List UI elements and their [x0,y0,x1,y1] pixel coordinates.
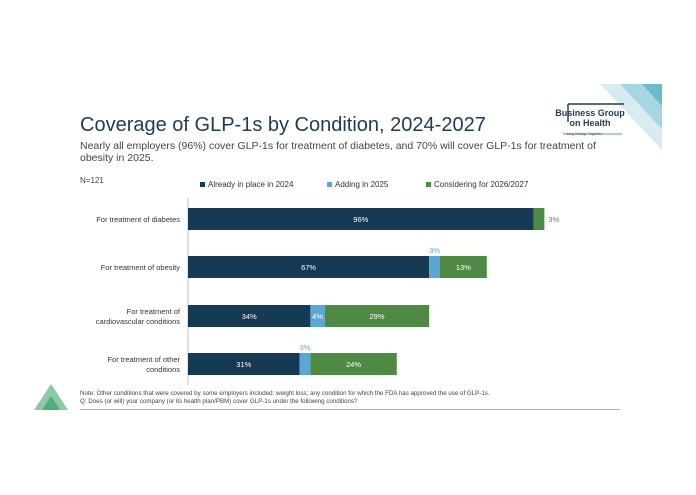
footer-rule [80,409,620,410]
logo-tagline: Driving Change Together [563,132,602,136]
page-title: Coverage of GLP-1s by Condition, 2024-20… [80,114,486,136]
bar-adding [310,305,325,327]
logo [540,84,662,150]
bar-already [188,256,430,278]
data-label-already: 34% [242,312,257,321]
data-label-considering: 3% [548,215,559,224]
bar-adding [299,353,311,375]
sample-size: N=121 [80,176,104,185]
logo-frame [566,103,624,135]
legend-label-already: Already in place in 2024 [208,180,294,189]
data-label-adding: 3% [300,343,311,352]
data-label-adding: 3% [429,246,440,255]
legend-item-already: Already in place in 2024 [200,180,293,189]
category-label: For treatment of obesity [101,263,180,272]
bar-adding [429,256,440,278]
category-label: For treatment of cardiovascular condition… [96,307,181,326]
legend-swatch-considering [426,182,431,188]
data-label-already: 96% [353,215,368,224]
bar-considering [533,208,545,230]
bar-considering [324,305,430,327]
logo-text: Business Group on Health [555,108,625,128]
bar-already [188,208,534,230]
legend-swatch-adding [327,182,332,188]
bar-already [188,353,300,375]
legend-item-considering: Considering for 2026/2027 [426,180,528,189]
bar-already [188,305,311,327]
data-label-already: 67% [301,263,316,272]
logo-line-2: on Health [569,118,611,128]
bar-considering [440,256,487,278]
page-subtitle: Nearly all employers (96%) cover GLP-1s … [80,140,596,164]
logo-line-1: Business Group [555,108,625,118]
data-label-considering: 13% [456,263,471,272]
footer-note: Note: Other conditions that were covered… [80,390,490,397]
legend-swatch-already [200,182,205,188]
corner-decoration-top-right [600,84,662,150]
bar-considering [310,353,397,375]
legend-item-adding: Adding in 2025 [327,180,388,189]
legend-label-considering: Considering for 2026/2027 [434,180,529,189]
category-label: For treatment of diabetes [96,215,180,224]
data-label-already: 31% [236,360,251,369]
legend-label-adding: Adding in 2025 [335,180,389,189]
footer-question: Q: Does (or will) your company (or its h… [80,398,358,405]
footer-notes: Note: Other conditions that were covered… [80,390,600,406]
corner-decoration-bottom-left [34,384,68,410]
data-label-considering: 29% [369,312,384,321]
data-label-adding: 4% [312,312,323,321]
data-label-considering: 24% [346,360,361,369]
category-label: For treatment of other conditions [107,355,180,374]
